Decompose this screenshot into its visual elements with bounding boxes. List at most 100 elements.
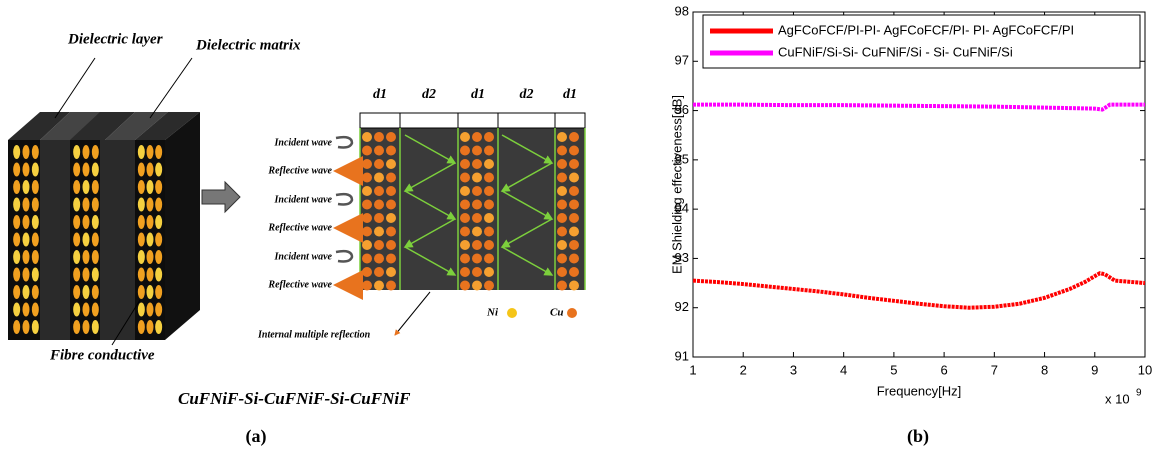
particle bbox=[362, 267, 372, 277]
fibre bbox=[73, 232, 81, 247]
caption: (b) bbox=[907, 426, 929, 447]
particle bbox=[374, 280, 384, 291]
particle bbox=[569, 132, 579, 142]
layer-label: Dielectric matrix bbox=[195, 37, 301, 53]
particle bbox=[569, 280, 579, 291]
cu-symbol bbox=[567, 308, 577, 318]
thickness-label: d2 bbox=[422, 87, 436, 102]
fibre bbox=[22, 180, 30, 194]
fibre bbox=[13, 320, 21, 334]
fibre bbox=[22, 285, 30, 299]
fibre bbox=[13, 180, 21, 194]
fibre bbox=[22, 215, 30, 229]
fibre bbox=[137, 215, 145, 229]
fibre bbox=[146, 320, 154, 334]
caption: (a) bbox=[246, 426, 267, 447]
particle bbox=[569, 226, 579, 237]
particle bbox=[362, 145, 372, 156]
fibre bbox=[137, 267, 145, 282]
fibre bbox=[82, 215, 90, 229]
fibre bbox=[155, 302, 163, 317]
fibre bbox=[22, 145, 30, 159]
fibre bbox=[73, 285, 81, 299]
particle bbox=[569, 213, 579, 223]
reflection-arrow bbox=[501, 246, 554, 276]
fibre bbox=[82, 162, 90, 177]
fibre bbox=[146, 285, 154, 299]
fibre bbox=[137, 197, 145, 212]
fibre bbox=[155, 180, 163, 194]
particle bbox=[472, 145, 482, 156]
fibre bbox=[13, 267, 21, 282]
fibre bbox=[146, 302, 154, 317]
particle bbox=[374, 145, 384, 156]
incident-arrow bbox=[335, 135, 354, 149]
bracket-cell bbox=[359, 112, 401, 129]
particle bbox=[362, 132, 372, 142]
particle bbox=[460, 159, 470, 169]
fibres bbox=[13, 145, 163, 334]
fibre bbox=[146, 250, 154, 264]
particle bbox=[557, 226, 567, 237]
particle bbox=[557, 280, 567, 291]
particle bbox=[374, 253, 384, 264]
particle bbox=[569, 159, 579, 169]
fibre bbox=[155, 285, 163, 299]
particle bbox=[569, 240, 579, 250]
y-tick-label: 91 bbox=[675, 348, 689, 363]
particle bbox=[557, 132, 567, 142]
reflection-arrow bbox=[403, 162, 456, 192]
pointer bbox=[149, 57, 193, 119]
particle bbox=[472, 199, 482, 210]
wave-label: Reflective wave bbox=[267, 165, 332, 176]
particle bbox=[557, 159, 567, 169]
fibre bbox=[91, 267, 99, 282]
plot-area bbox=[692, 11, 1146, 358]
thickness-label: d1 bbox=[563, 87, 577, 102]
diagram: Dielectric layer Dielectric matrix Fibre… bbox=[8, 31, 586, 408]
fibre bbox=[146, 232, 154, 247]
fibre bbox=[31, 232, 39, 247]
particle bbox=[472, 132, 482, 142]
fibre bbox=[22, 267, 30, 282]
fibre bbox=[22, 162, 30, 177]
particle bbox=[374, 186, 384, 196]
legend-label: Cu bbox=[550, 307, 563, 319]
fibre bbox=[73, 145, 81, 159]
particle bbox=[484, 145, 494, 156]
fibre bbox=[146, 162, 154, 177]
fibre bbox=[137, 232, 145, 247]
reflection-arrow bbox=[404, 246, 457, 276]
particle bbox=[460, 226, 470, 237]
fibre bbox=[137, 250, 145, 264]
fibre bbox=[82, 302, 90, 317]
reflection-arrow bbox=[500, 218, 553, 248]
chart: 91 92 93 94 95 96 97 98 1 2 3 4 5 6 7 8 9 10 Frequency[Hz]… bbox=[669, 3, 1152, 406]
particle bbox=[362, 280, 372, 291]
fibre bbox=[137, 302, 145, 317]
particle bbox=[362, 240, 372, 250]
x-tick-label: 9 bbox=[1091, 362, 1098, 377]
legend-label: Ni bbox=[486, 307, 499, 319]
particle bbox=[484, 186, 494, 196]
fibre bbox=[146, 180, 154, 194]
fibre bbox=[146, 267, 154, 282]
particle bbox=[386, 145, 396, 156]
fibre bbox=[155, 232, 163, 247]
particle bbox=[460, 213, 470, 223]
fibre bbox=[137, 180, 145, 194]
particle bbox=[472, 159, 482, 169]
particle bbox=[472, 240, 482, 250]
wave-label: Incident wave bbox=[274, 137, 333, 148]
ni-symbol bbox=[507, 308, 517, 318]
fibre bbox=[73, 162, 81, 177]
fibre bbox=[91, 232, 99, 247]
x-scale-label: x 10 bbox=[1105, 391, 1130, 406]
particle bbox=[362, 213, 372, 223]
layer-label: Fibre conductive bbox=[49, 347, 155, 363]
x-tick-label: 2 bbox=[740, 362, 747, 377]
fibre bbox=[155, 162, 163, 177]
particle bbox=[460, 253, 470, 264]
reflection-arrow bbox=[501, 190, 554, 220]
